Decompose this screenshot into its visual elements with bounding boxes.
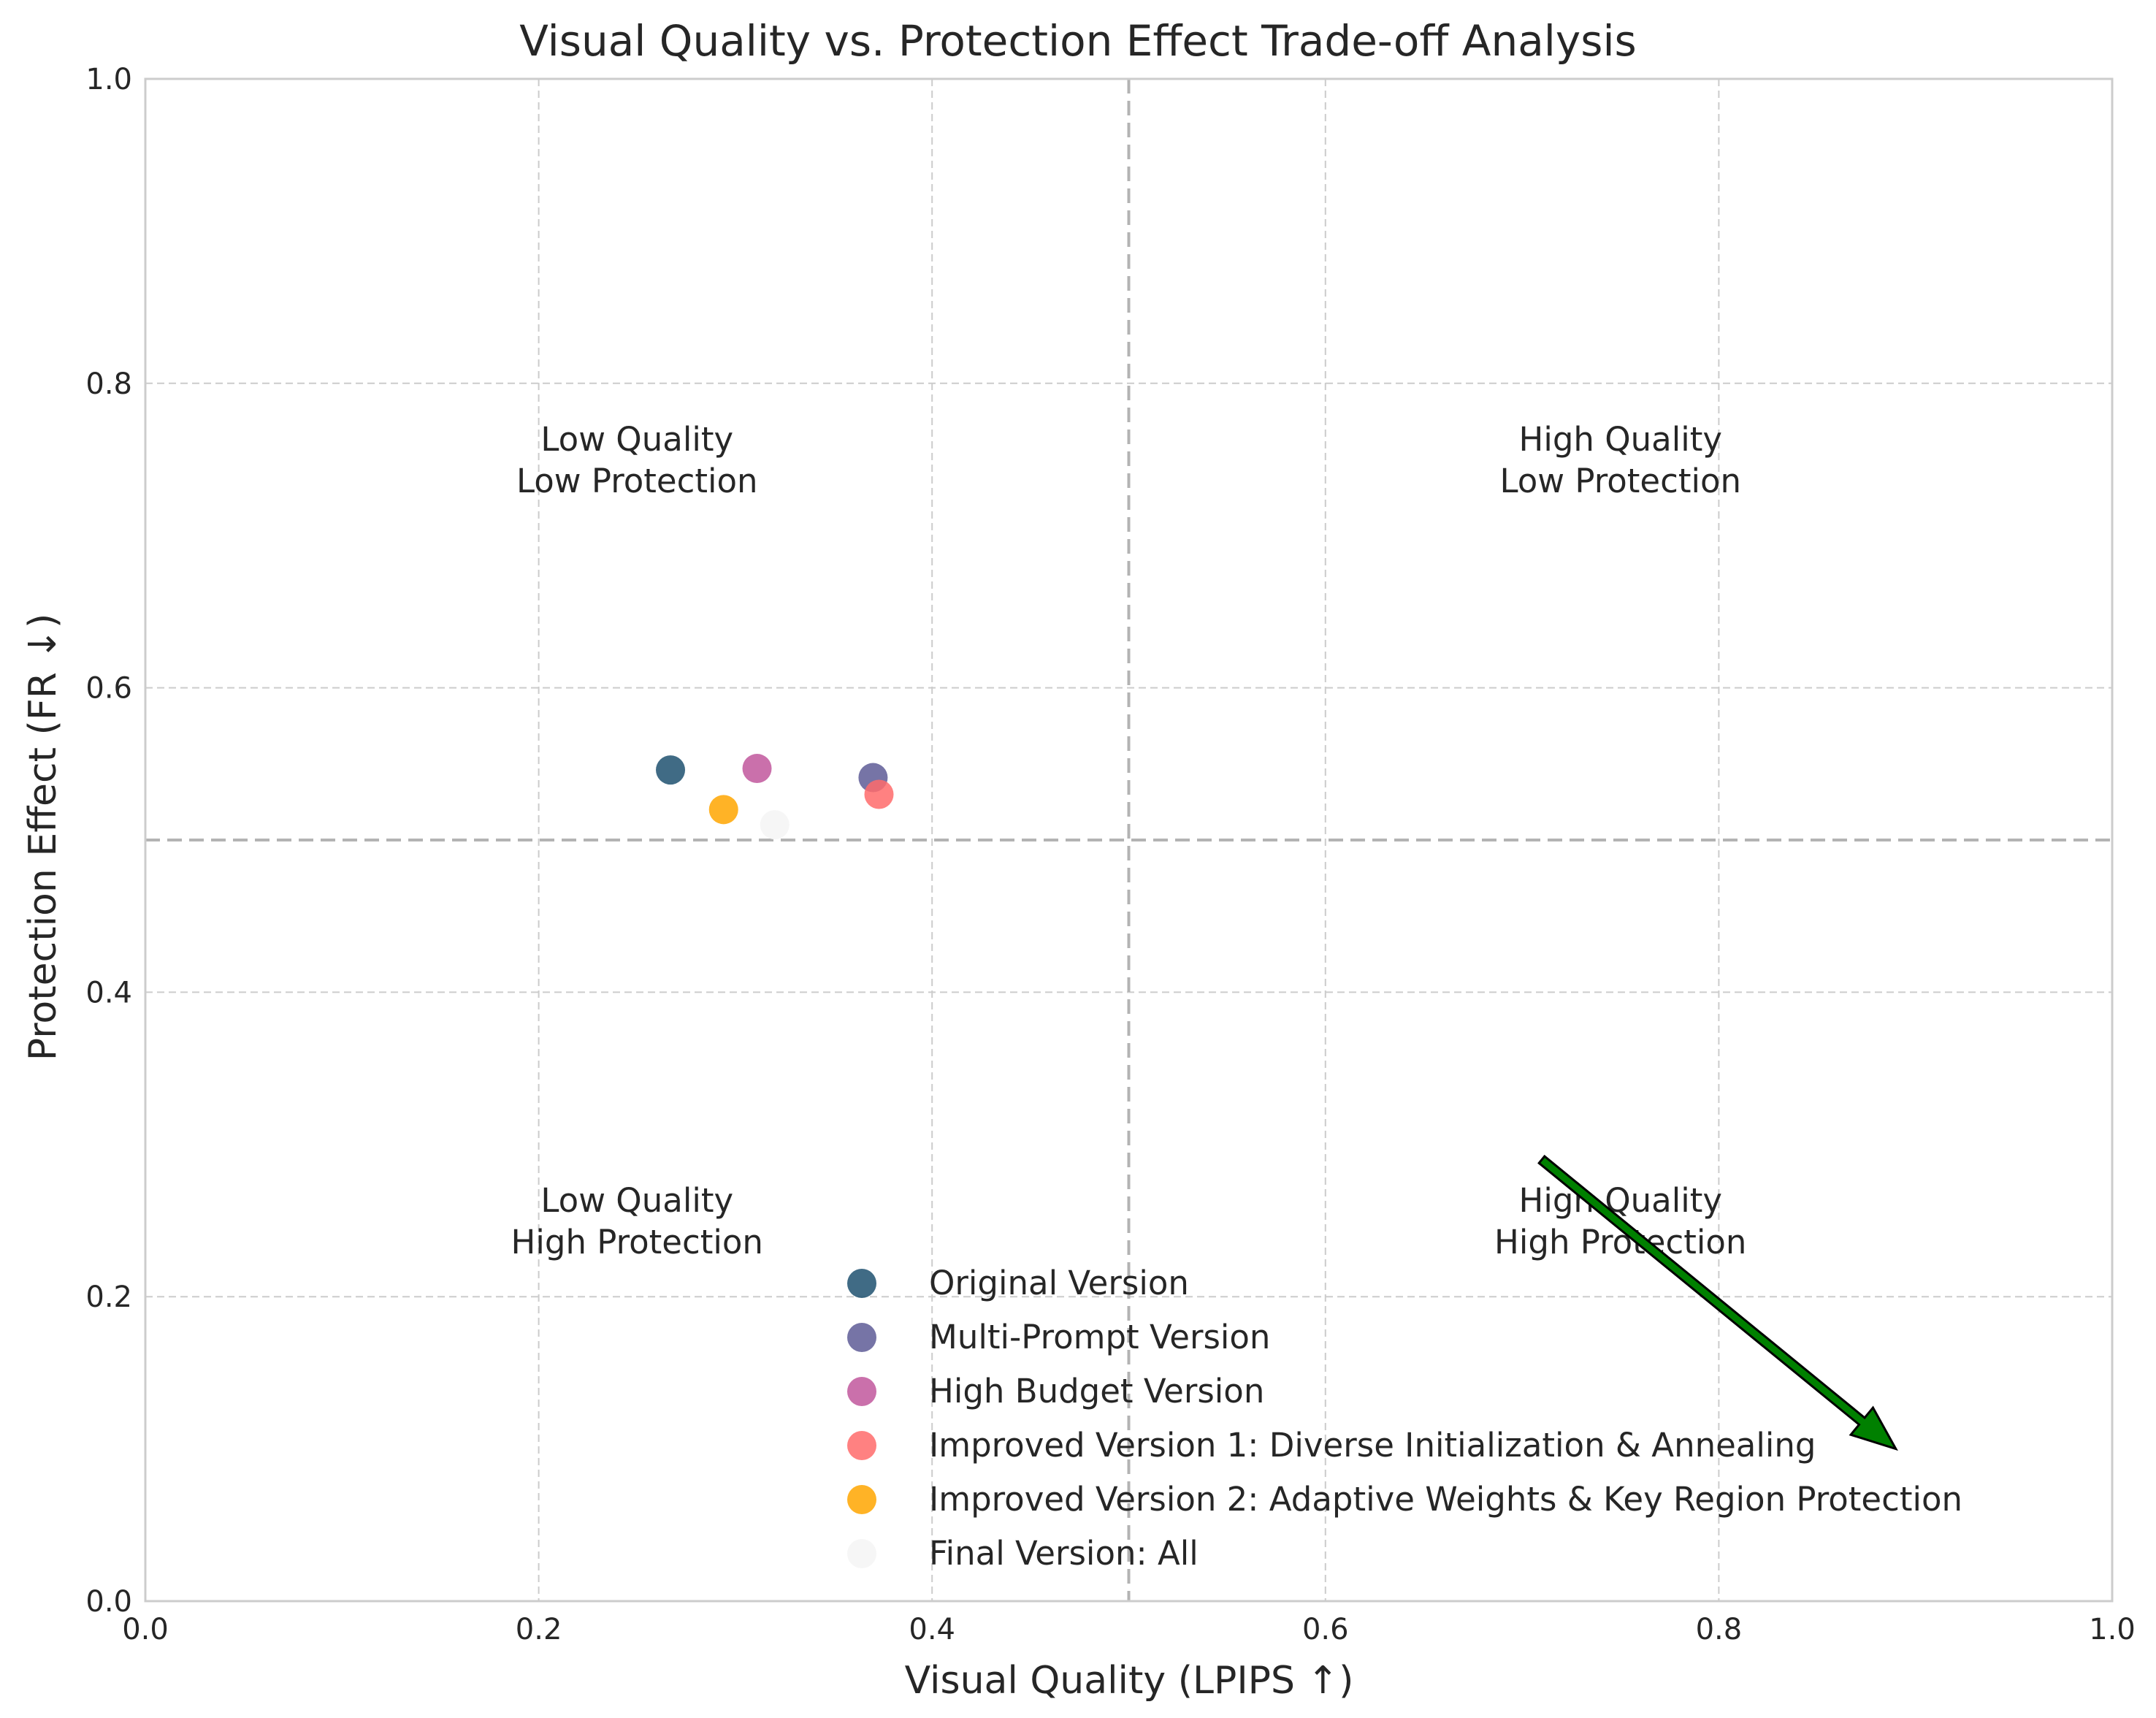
reference-lines: [145, 79, 2112, 1601]
legend-label: High Budget Version: [929, 1372, 1264, 1410]
y-tick-label: 1.0: [85, 63, 132, 96]
x-tick-label: 0.0: [122, 1613, 169, 1646]
chart-title: Visual Quality vs. Protection Effect Tra…: [519, 16, 1637, 66]
quadrant-label-line: Low Protection: [1499, 462, 1741, 500]
quadrant-label: Low Quality High Protection: [511, 1181, 763, 1261]
quadrant-label-line: Low Quality: [540, 1181, 733, 1220]
quadrant-label-line: Low Quality: [540, 420, 733, 459]
legend: Original Version Multi-Prompt Version High…: [847, 1264, 1962, 1573]
plot-frame: [144, 77, 2114, 1603]
legend-marker: [847, 1377, 876, 1406]
quadrant-label-line: High Quality: [1518, 1181, 1722, 1220]
quadrant-label-line: High Protection: [511, 1223, 763, 1261]
legend-label: Improved Version 2: Adaptive Weights & K…: [929, 1480, 1962, 1519]
legend-label: Original Version: [929, 1264, 1189, 1302]
x-tick-label: 0.6: [1302, 1613, 1349, 1646]
data-point: [864, 779, 894, 809]
data-point: [742, 754, 772, 784]
x-tick-label: 1.0: [2089, 1613, 2136, 1646]
legend-marker: [847, 1539, 876, 1568]
quadrant-label-line: Low Protection: [516, 462, 758, 500]
x-tick-label: 0.4: [909, 1613, 955, 1646]
y-tick-label: 0.4: [85, 976, 132, 1009]
trend-arrow: [1537, 1154, 1898, 1451]
data-point: [656, 755, 686, 785]
y-tick-label: 0.0: [85, 1585, 132, 1619]
x-tick-label: 0.8: [1696, 1613, 1743, 1646]
grid-layer: [145, 79, 2112, 1601]
arrow-shape: [1537, 1154, 1898, 1451]
tick-labels: 0.0 0.2 0.4 0.6 0.8 1.0 0.0 0.2 0.4 0.6 0.8 1.0: [85, 63, 2135, 1646]
data-point: [760, 810, 790, 840]
legend-label: Final Version: All: [929, 1534, 1199, 1573]
quadrant-label-line: High Quality: [1518, 420, 1722, 459]
legend-marker: [847, 1269, 876, 1298]
quadrant-label: High Quality Low Protection: [1499, 420, 1741, 500]
legend-marker: [847, 1323, 876, 1352]
data-point: [708, 795, 738, 825]
x-tick-label: 0.2: [516, 1613, 562, 1646]
quadrant-label: Low Quality Low Protection: [516, 420, 758, 500]
y-tick-label: 0.8: [85, 367, 132, 401]
legend-marker: [847, 1485, 876, 1514]
y-tick-label: 0.2: [85, 1280, 132, 1314]
legend-marker: [847, 1431, 876, 1460]
y-axis-label: Protection Effect (FR ↓): [21, 614, 65, 1061]
legend-label: Multi-Prompt Version: [929, 1318, 1270, 1356]
quadrant-label: High Quality High Protection: [1494, 1181, 1746, 1261]
legend-label: Improved Version 1: Diverse Initializati…: [929, 1426, 1816, 1465]
x-axis-label: Visual Quality (LPIPS ↑): [905, 1659, 1354, 1703]
y-tick-label: 0.6: [85, 672, 132, 706]
data-points: [656, 754, 894, 840]
